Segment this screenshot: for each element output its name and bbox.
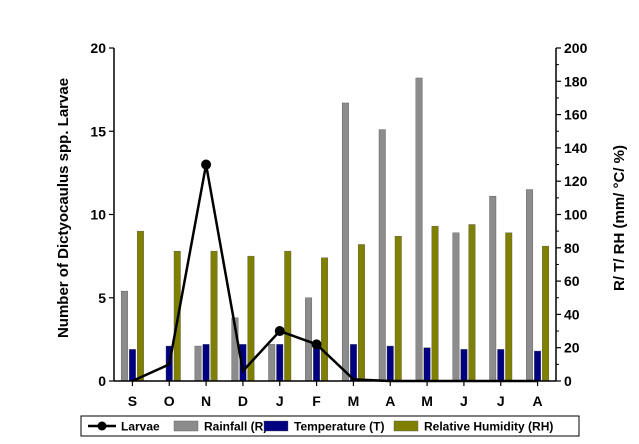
- x-tick-label-10: J: [460, 393, 468, 409]
- x-tick-label-6: F: [312, 393, 321, 409]
- y-axis-right-title: R/ T/ RH (mm/ °C/ %): [611, 145, 628, 291]
- axes-group: [109, 47, 561, 386]
- rainfall-r-bar-9: [415, 77, 423, 382]
- legend-box: [80, 415, 580, 437]
- y-right-tick-label: 20: [564, 340, 580, 356]
- y-axis-left-title: Number of Dictyocaulus spp. Larvae: [55, 78, 72, 338]
- rainfall-r-bar-1: [120, 290, 128, 382]
- legend-swatch-rainfall-r: [173, 420, 199, 432]
- temperature-t-bar-3: [202, 344, 210, 382]
- y-left-tick-label: 0: [98, 373, 106, 389]
- legend-label-rainfall-r: Rainfall (R): [204, 420, 267, 434]
- legend-label-relative-humidity-rh: Relative Humidity (RH): [424, 420, 553, 434]
- x-tick-label-11: J: [497, 393, 505, 409]
- y-left-tick-label: 20: [90, 40, 106, 56]
- x-tick-label-8: A: [385, 393, 395, 409]
- legend: Larvae Rainfall (R) Temperature (T) Relativ…: [80, 415, 580, 437]
- relative-humidity-rh-bar-8: [394, 235, 402, 382]
- relative-humidity-rh-bar-5: [284, 250, 292, 382]
- relative-humidity-rh-bar-3: [210, 250, 218, 382]
- temperature-t-bar-1: [128, 349, 136, 382]
- y-right-tick-label: 180: [564, 73, 588, 89]
- plot-area: [114, 48, 556, 381]
- rainfall-r-bar-11: [489, 195, 497, 382]
- y-right-tick-label: 40: [564, 306, 580, 322]
- y-right-tick-label: 160: [564, 107, 588, 123]
- plot-background: [114, 48, 556, 381]
- temperature-t-bar-12: [534, 350, 542, 382]
- temperature-t-bar-8: [386, 345, 394, 382]
- temperature-t-bar-10: [460, 349, 468, 382]
- larvae-point-3: [201, 159, 212, 170]
- rainfall-r-bar-10: [452, 232, 460, 382]
- relative-humidity-rh-bar-11: [505, 232, 513, 382]
- relative-humidity-rh-bar-7: [357, 244, 365, 382]
- x-tick-label-1: S: [128, 393, 137, 409]
- y-right-tick-label: 120: [564, 173, 588, 189]
- temperature-t-bar-11: [497, 349, 505, 382]
- rainfall-r-bar-8: [378, 129, 386, 382]
- relative-humidity-rh-bar-1: [136, 230, 144, 382]
- y-left-tick-label: 5: [98, 290, 106, 306]
- rainfall-r-bar-5: [268, 344, 276, 382]
- rainfall-r-bar-12: [526, 189, 534, 382]
- relative-humidity-rh-bar-10: [468, 224, 476, 382]
- temperature-t-bar-9: [423, 347, 431, 382]
- y-right-tick-label: 140: [564, 140, 588, 156]
- legend-marker-larvae: [97, 421, 107, 431]
- y-right-tick-label: 0: [564, 373, 572, 389]
- x-tick-label-9: M: [421, 393, 433, 409]
- legend-swatch-relative-humidity-rh: [393, 420, 419, 432]
- legend-swatch-temperature-t: [263, 420, 289, 432]
- x-tick-label-7: M: [348, 393, 360, 409]
- x-tick-label-2: O: [164, 393, 175, 409]
- x-tick-label-12: A: [533, 393, 543, 409]
- y-left-tick-label: 10: [90, 207, 106, 223]
- temperature-t-bar-5: [276, 344, 284, 382]
- y-right-tick-label: 200: [564, 40, 588, 56]
- y-right-tick-label: 60: [564, 273, 580, 289]
- relative-humidity-rh-bar-9: [431, 225, 439, 382]
- larvae-point-5: [274, 326, 285, 337]
- x-tick-label-4: D: [238, 393, 248, 409]
- y-left-tick-label: 15: [90, 123, 106, 139]
- rainfall-r-bar-3: [194, 345, 202, 382]
- x-tick-label-5: J: [276, 393, 284, 409]
- larvae-point-6: [311, 339, 322, 350]
- y-right-tick-label: 100: [564, 207, 588, 223]
- bar-series-group: [120, 77, 550, 382]
- relative-humidity-rh-bar-12: [542, 245, 550, 382]
- relative-humidity-rh-bar-6: [321, 257, 329, 382]
- legend-label-larvae: Larvae: [121, 420, 160, 434]
- y-right-tick-label: 80: [564, 240, 580, 256]
- x-tick-label-3: N: [201, 393, 211, 409]
- legend-label-temperature-t: Temperature (T): [294, 420, 384, 434]
- rainfall-r-bar-7: [341, 102, 349, 382]
